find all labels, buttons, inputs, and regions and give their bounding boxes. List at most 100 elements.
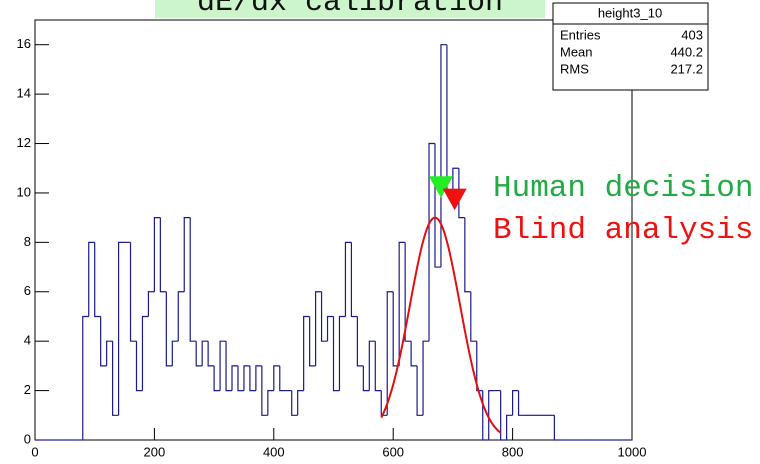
histogram-bin (362, 365, 370, 392)
x-tick-label: 200 (144, 444, 166, 459)
y-tick-label: 14 (17, 86, 31, 101)
histogram-bin (237, 365, 244, 392)
histogram-bin (338, 315, 346, 391)
y-tick-label: 8 (24, 234, 31, 249)
histogram-bin (112, 341, 119, 416)
histogram-bin (309, 316, 316, 367)
histogram-bin (129, 242, 137, 342)
histogram-bin (213, 365, 221, 392)
y-tick-label: 2 (24, 382, 31, 397)
histogram-bin (261, 365, 268, 416)
histogram-bin (386, 291, 394, 416)
histogram-bin (177, 291, 185, 342)
histogram-bin (219, 340, 227, 391)
histogram-bin (416, 365, 424, 416)
annotation: Blind analysis (493, 213, 753, 248)
histogram-bin (117, 241, 125, 416)
marker (428, 176, 453, 198)
histogram-bin (183, 217, 191, 292)
histogram-bin (135, 341, 143, 392)
frame (34, 19, 633, 441)
stats-label: RMS (560, 61, 589, 76)
chart-title: dE/dx calibration (197, 0, 503, 20)
stats-value: 403 (681, 27, 703, 42)
stats-label: Mean (560, 44, 593, 59)
histogram-bin (458, 168, 465, 219)
histogram-bin (368, 340, 376, 391)
histogram-bin (171, 340, 179, 366)
y-tick-label: 12 (17, 135, 31, 150)
histogram-bin (482, 390, 489, 441)
histogram-bin (517, 390, 525, 416)
histogram-bin (273, 365, 280, 391)
histogram-bin (82, 315, 89, 440)
histogram-bin (225, 341, 233, 392)
stats-value: 217.2 (670, 61, 703, 76)
histogram-bin (153, 217, 161, 292)
histogram-bin (291, 390, 298, 416)
y-tick-label: 16 (17, 36, 31, 51)
fit-curve (380, 216, 502, 434)
histogram-bin (512, 389, 519, 416)
histogram-bin (106, 340, 113, 366)
title-box (155, 0, 545, 18)
histogram-bin (428, 142, 435, 342)
histogram-bin (488, 389, 495, 440)
y-tick-label: 0 (24, 431, 31, 446)
histogram-bin (100, 316, 107, 367)
histogram-bin (267, 389, 274, 416)
histogram-bin (464, 217, 471, 293)
histogram-bin (255, 365, 262, 391)
histogram-bin (356, 316, 364, 367)
marker (442, 188, 467, 211)
histogram-bin (452, 167, 459, 193)
histogram-bin (398, 241, 406, 366)
stats-name: height3_10 (598, 5, 662, 20)
histogram-bin (422, 340, 430, 416)
histogram-bin (350, 242, 358, 318)
stats-value: 440.2 (670, 44, 703, 59)
histogram-bin (279, 365, 286, 392)
histogram-bin (380, 390, 388, 416)
x-tick-label: 1000 (618, 444, 647, 459)
y-tick-label: 10 (17, 184, 31, 199)
histogram-bin (147, 291, 155, 317)
histogram-bin (159, 217, 167, 293)
histogram-bin (201, 340, 209, 366)
histogram-bin (88, 241, 95, 317)
stats-box: height3_10 Entries 403 Mean 440.2 RMS 217.2 (552, 2, 709, 91)
histogram-bin (553, 415, 561, 441)
x-tick-label: 0 (31, 444, 38, 459)
y-tick-label: 4 (24, 333, 31, 348)
histogram-bin (344, 241, 352, 317)
histogram-bin (94, 242, 101, 318)
histogram-bin (314, 291, 322, 366)
histogram-bin (470, 291, 477, 342)
stats-frame (552, 2, 709, 91)
histogram-bin (141, 315, 149, 391)
histogram-bin (231, 365, 238, 391)
x-tick-label: 600 (382, 444, 404, 459)
histogram-bin (297, 389, 304, 416)
histogram-bin (332, 316, 340, 392)
histogram-bin (374, 341, 382, 392)
histogram-bin (189, 217, 197, 342)
annotation: Human decision (493, 171, 753, 206)
x-tick-label: 800 (502, 444, 524, 459)
y-tick-label: 6 (24, 283, 31, 298)
histogram-bin (410, 341, 418, 367)
histogram-bin (303, 315, 310, 391)
histogram-bin (404, 242, 412, 342)
histogram-bin (320, 291, 328, 342)
histogram-bin (500, 390, 507, 441)
histogram-bin (326, 315, 334, 342)
histogram-bin (207, 341, 215, 367)
histogram-bin (195, 341, 203, 367)
histogram-bin (249, 365, 256, 392)
histogram-bin (476, 341, 483, 392)
histogram-bin (165, 291, 173, 367)
stats-label: Entries (560, 27, 601, 42)
histogram-bin (506, 414, 513, 440)
histogram-bin (243, 365, 250, 391)
